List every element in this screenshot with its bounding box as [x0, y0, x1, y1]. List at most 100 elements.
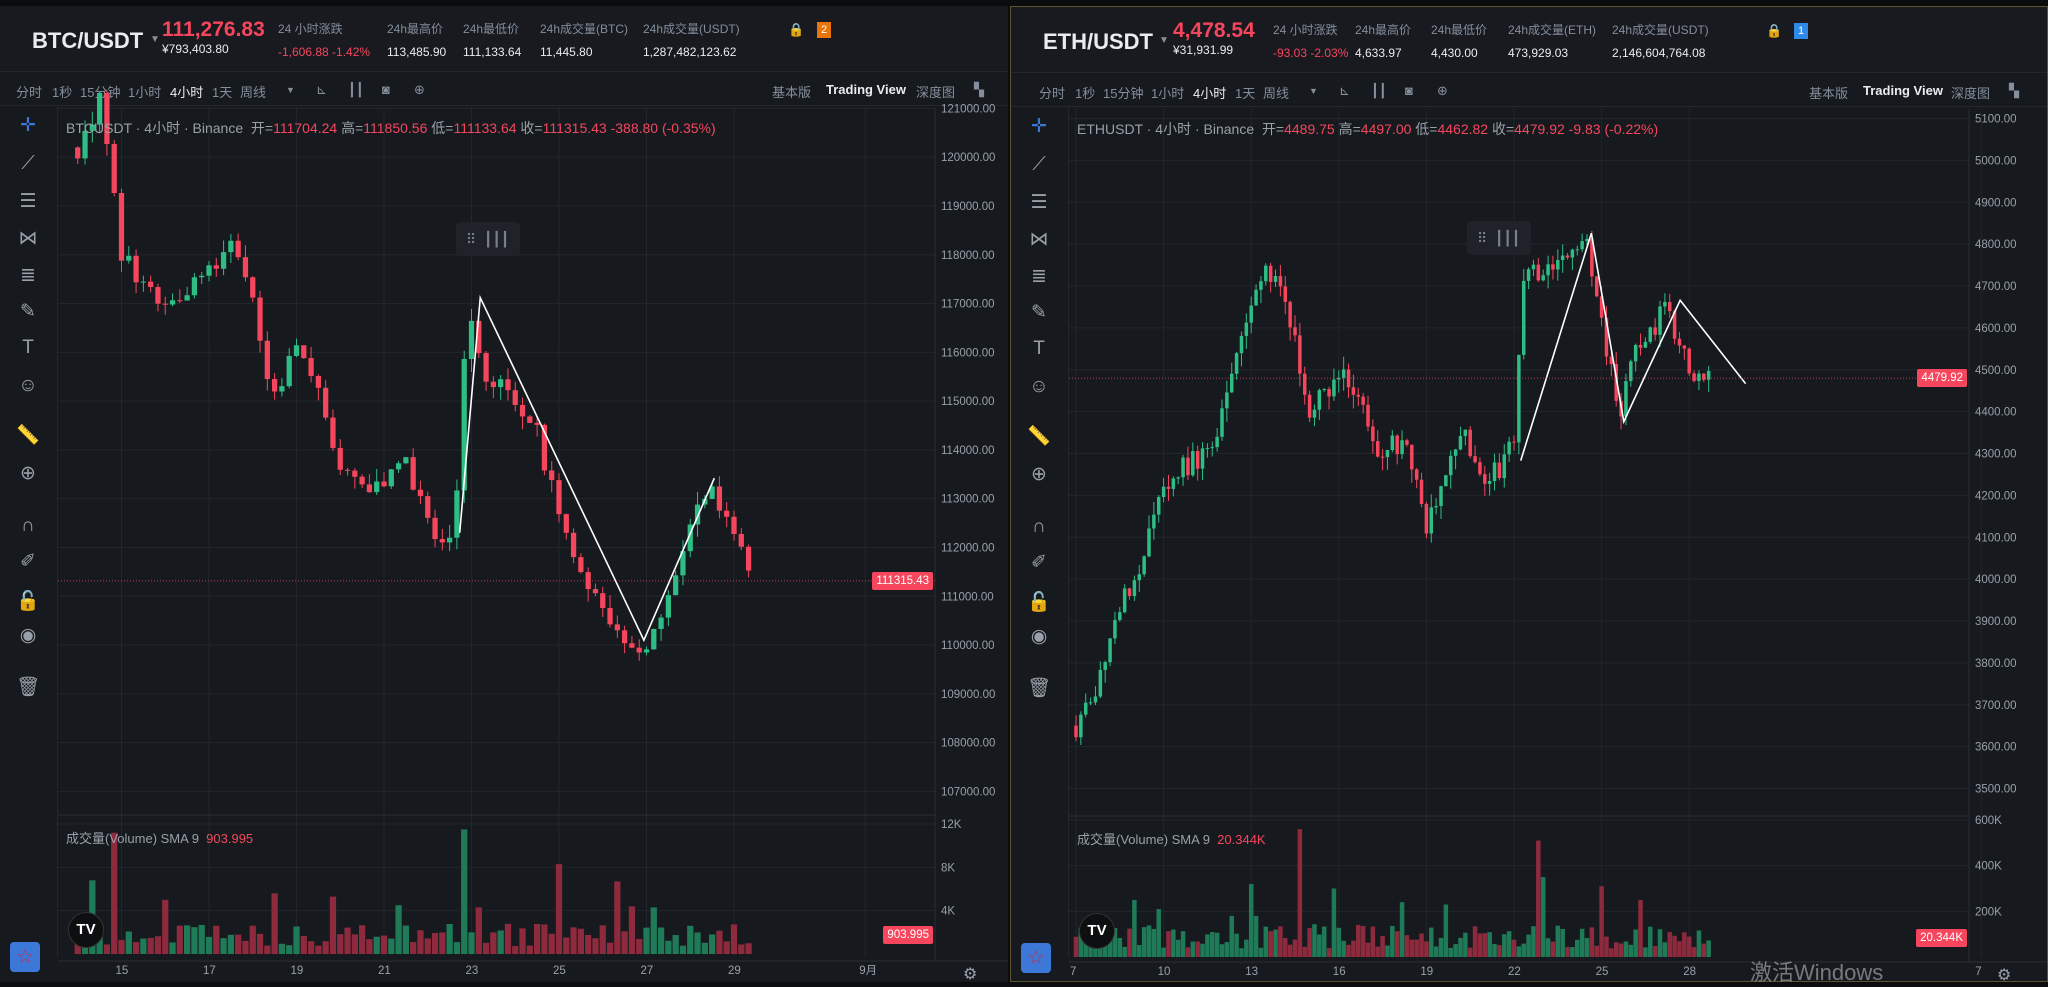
horizontal-lines-icon[interactable]: ☰	[1030, 192, 1048, 213]
eye-icon[interactable]: ◉	[1030, 626, 1048, 647]
trash-icon[interactable]: 🗑	[15, 677, 41, 698]
zoom-in-icon[interactable]: ⊕	[1031, 464, 1047, 485]
pair-name[interactable]: BTC/USDT	[32, 28, 144, 53]
count-badge[interactable]: 2	[817, 22, 831, 38]
interval-tab[interactable]: 1天	[212, 85, 233, 100]
trend-line-icon[interactable]: ⟋	[1032, 154, 1046, 175]
crosshair-icon[interactable]: ✛	[20, 115, 36, 136]
candle-body	[272, 379, 278, 392]
floating-drawing-widget[interactable]: ⠿ ┃┃┃	[456, 222, 520, 256]
zoom-in-icon[interactable]: ⊕	[20, 463, 36, 484]
view-tab[interactable]: 基本版	[772, 85, 812, 100]
symbol-label[interactable]: BTCUSDT · 4小时 · Binance	[66, 120, 244, 136]
interval-tab[interactable]: 周线	[240, 85, 267, 100]
view-tab[interactable]: Trading View	[1863, 83, 1943, 98]
magnet-icon[interactable]: ∩	[21, 515, 35, 536]
lock-icon[interactable]: 🔒	[1766, 23, 1783, 38]
horizontal-lines-icon[interactable]: ☰	[19, 191, 37, 212]
lock-drawing-icon[interactable]: ✐	[20, 551, 36, 572]
interval-tab[interactable]: 15分钟	[1103, 86, 1144, 101]
interval-tab[interactable]: 1小时	[128, 85, 162, 100]
pair-name[interactable]: ETH/USDT	[1043, 29, 1153, 54]
candle-body	[1361, 396, 1365, 405]
settings-gear-icon[interactable]: ⚙	[1997, 967, 2012, 982]
favorite-star-button[interactable]: ☆	[10, 942, 40, 972]
emoji-icon[interactable]: ☺	[1029, 376, 1049, 397]
pattern-icon[interactable]: ⋈	[1029, 229, 1049, 250]
interval-tab[interactable]: 分时	[1039, 86, 1066, 101]
add-icon[interactable]: ⊕	[1437, 83, 1448, 98]
volume-bar	[1312, 924, 1317, 957]
ruler-icon[interactable]: 📏	[16, 425, 40, 446]
volume-bar	[198, 924, 205, 954]
interval-tab[interactable]: 分时	[16, 85, 43, 100]
candlestick-chart[interactable]: 121000.00 120000.00 119000.00 118000.00 1170…	[0, 6, 1008, 982]
layout-grid-icon[interactable]: ▚	[2009, 83, 2019, 98]
interval-tab[interactable]: 15分钟	[80, 85, 121, 100]
tradingview-logo[interactable]: TV	[1079, 913, 1115, 949]
tradingview-logo[interactable]: TV	[68, 912, 104, 948]
fib-icon[interactable]: ≣	[20, 265, 36, 286]
lock-icon[interactable]: 🔓	[1027, 592, 1051, 613]
text-icon[interactable]: T	[1033, 338, 1045, 359]
add-icon[interactable]: ⊕	[414, 82, 425, 97]
floating-drawing-widget[interactable]: ⠿ ┃┃┃	[1467, 221, 1531, 255]
more-intervals-dropdown[interactable]: ▼	[286, 85, 295, 95]
eye-icon[interactable]: ◉	[19, 625, 37, 646]
emoji-icon[interactable]: ☺	[18, 375, 38, 396]
candle-type-icon[interactable]: ┃┃	[1371, 83, 1387, 98]
interval-tab[interactable]: 1天	[1235, 86, 1256, 101]
screenshot-icon[interactable]: ◙	[1405, 83, 1413, 98]
view-tab[interactable]: Trading View	[826, 82, 906, 97]
text-icon[interactable]: T	[22, 337, 34, 358]
favorite-star-button[interactable]: ☆	[1021, 943, 1051, 973]
view-tab[interactable]: 基本版	[1809, 86, 1849, 101]
pair-dropdown-icon[interactable]: ▼	[150, 34, 160, 45]
volume-bar	[417, 930, 424, 954]
volume-label[interactable]: 成交量(Volume) SMA 9	[66, 831, 199, 846]
interval-tab[interactable]: 4小时	[170, 85, 204, 100]
lock-drawing-icon[interactable]: ✐	[1031, 552, 1047, 573]
indicator-icon[interactable]: ⊾	[1339, 83, 1350, 98]
volume-bar	[1307, 928, 1312, 957]
volume-bar	[1565, 946, 1570, 957]
layout-grid-icon[interactable]: ▚	[974, 82, 984, 97]
interval-tab[interactable]: 4小时	[1193, 86, 1227, 101]
indicator-icon[interactable]: ⊾	[316, 82, 327, 97]
volume-bar	[1463, 932, 1468, 957]
candle-body	[1536, 264, 1541, 281]
lock-icon[interactable]: 🔓	[16, 591, 40, 612]
ruler-icon[interactable]: 📏	[1027, 426, 1051, 447]
candle-body	[1317, 390, 1322, 410]
pattern-icon[interactable]: ⋈	[18, 228, 38, 249]
interval-tab[interactable]: 周线	[1263, 86, 1290, 101]
magnet-icon[interactable]: ∩	[1032, 516, 1046, 537]
fib-icon[interactable]: ≣	[1031, 266, 1047, 287]
view-tab[interactable]: 深度图	[1951, 86, 1991, 101]
crosshair-icon[interactable]: ✛	[1031, 116, 1047, 137]
pair-dropdown-icon[interactable]: ▼	[1159, 35, 1169, 46]
symbol-label[interactable]: ETHUSDT · 4小时 · Binance	[1077, 121, 1255, 137]
trend-line-icon[interactable]: ⟋	[21, 153, 35, 174]
candle-body	[614, 624, 620, 631]
settings-gear-icon[interactable]: ⚙	[963, 966, 978, 982]
volume-label[interactable]: 成交量(Volume) SMA 9	[1077, 832, 1210, 847]
count-badge[interactable]: 1	[1794, 23, 1808, 39]
candle-body	[1565, 255, 1570, 258]
interval-tab[interactable]: 1小时	[1151, 86, 1185, 101]
candle-type-icon[interactable]: ┃┃	[348, 82, 364, 97]
lock-icon[interactable]: 🔒	[788, 22, 805, 37]
view-tab[interactable]: 深度图	[916, 85, 956, 100]
candle-body	[1706, 370, 1711, 380]
interval-tab[interactable]: 1秒	[52, 85, 73, 100]
screenshot-icon[interactable]: ◙	[382, 82, 390, 97]
volume-bar	[1657, 929, 1663, 957]
volume-tick-label: 200K	[1975, 906, 2002, 918]
interval-tab[interactable]: 1秒	[1075, 86, 1096, 101]
trash-icon[interactable]: 🗑	[1026, 678, 1052, 699]
chart-toolbar: 分时 1秒 15分钟 1小时 4小时 1天 周线 ▼ ⊾ ┃┃ ◙ ⊕ 基本版 Trading V…	[1011, 73, 2047, 107]
more-intervals-dropdown[interactable]: ▼	[1309, 86, 1318, 96]
candlestick-chart[interactable]: 5100.00 5000.00 4900.00 4800.00 4700.00 4600.…	[1011, 7, 2047, 982]
brush-icon[interactable]: ✎	[1031, 302, 1047, 323]
brush-icon[interactable]: ✎	[20, 301, 36, 322]
